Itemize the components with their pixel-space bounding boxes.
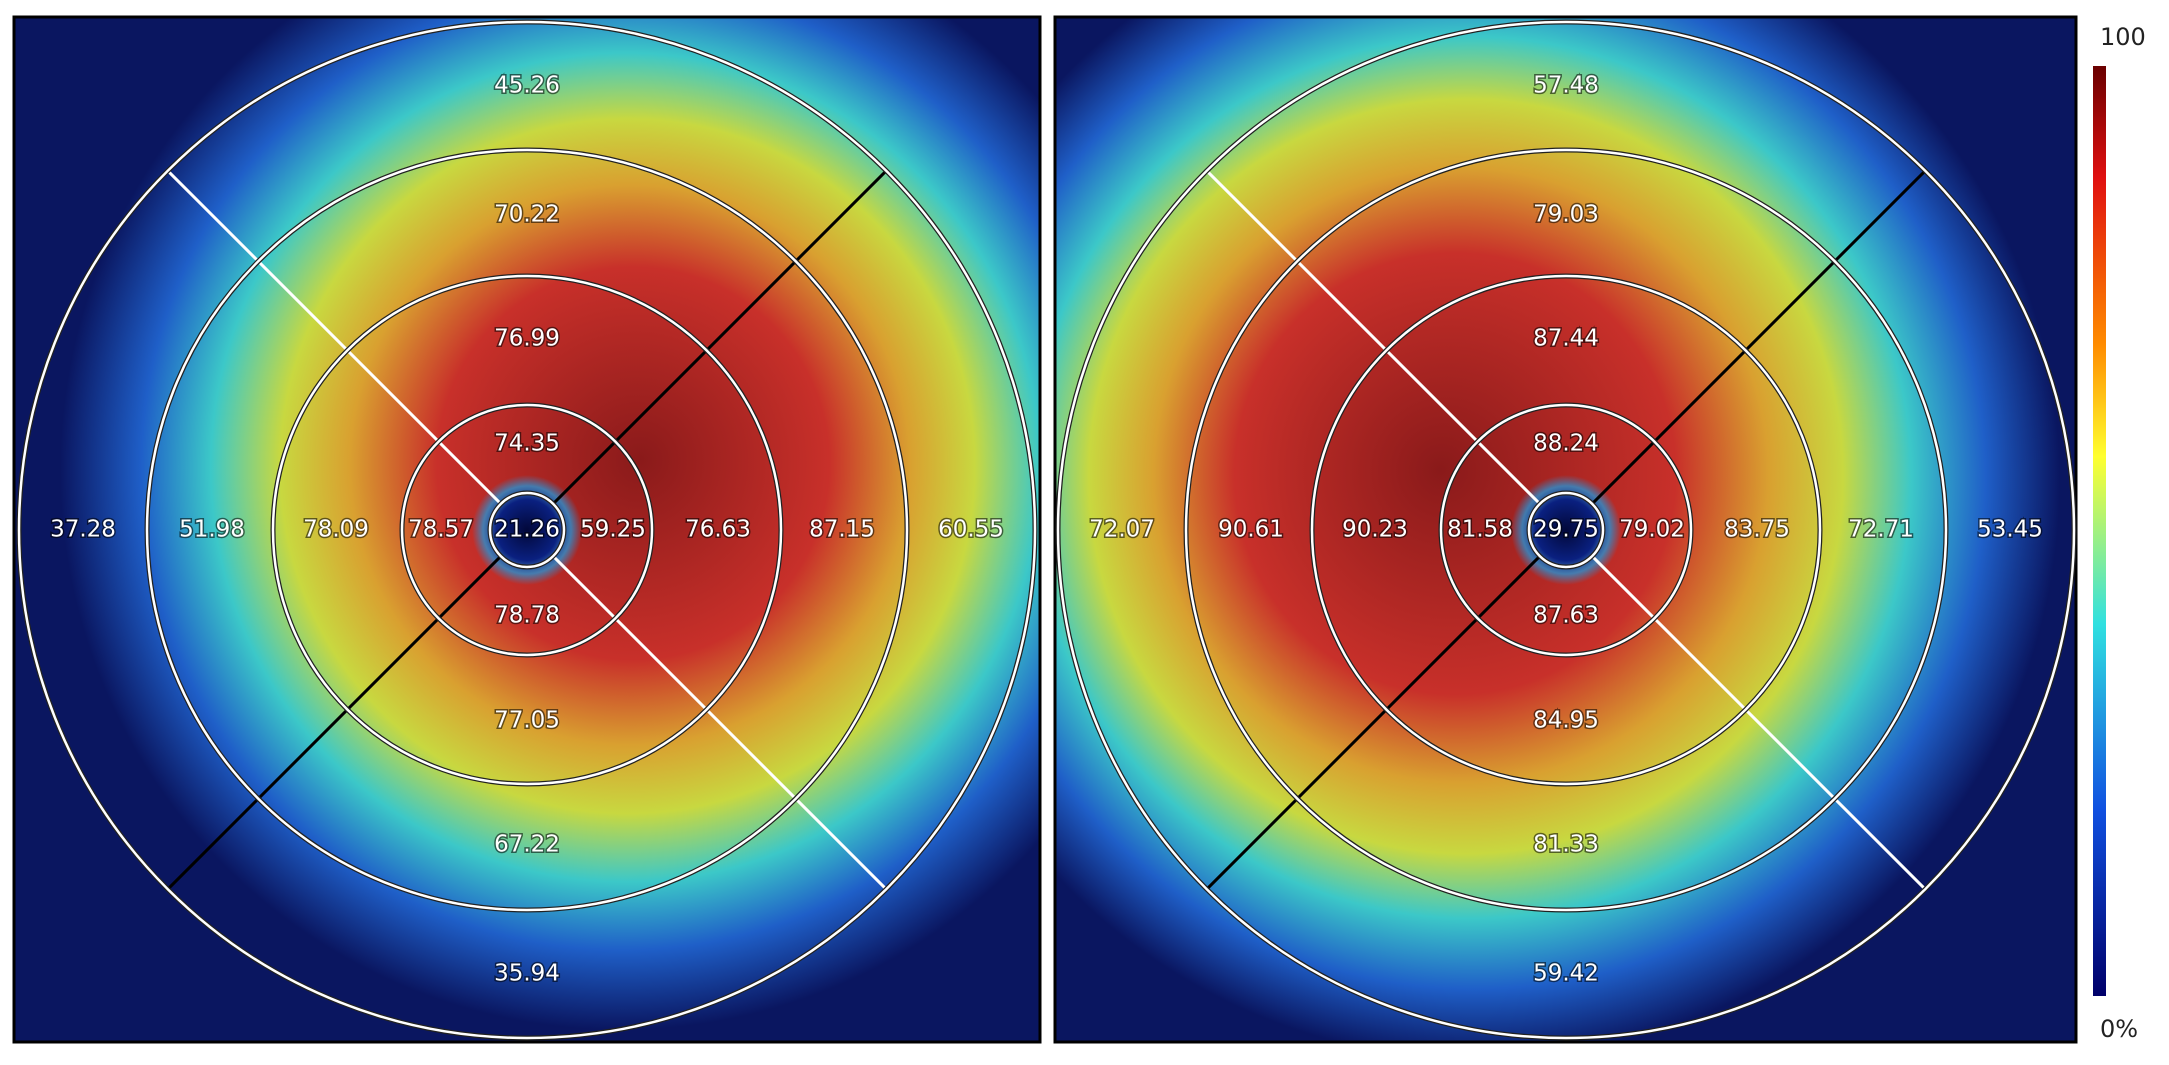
center-value: 21.26 (494, 517, 560, 543)
sector-value: 35.94 (494, 961, 560, 987)
ring (17, 20, 1037, 1040)
sector-line (552, 555, 888, 891)
sector-value: 84.95 (1533, 708, 1599, 734)
ring (1184, 148, 1948, 912)
sector-line (166, 169, 502, 505)
sector-line (1591, 555, 1927, 891)
panel-border (12, 15, 1042, 1044)
sector-value: 81.33 (1533, 832, 1599, 858)
sector-value: 53.45 (1977, 517, 2043, 543)
ring (1527, 491, 1605, 569)
ring (1439, 403, 1693, 657)
ring (400, 403, 654, 657)
colorbar (2093, 66, 2106, 996)
sector-value: 70.22 (494, 202, 560, 228)
sector-value: 78.57 (408, 517, 474, 543)
ring (145, 148, 909, 912)
grid-overlay: 21.26 74.35 76.99 70.22 45.26 78.78 77.05 67.22… (16, 19, 1038, 1041)
sector-value: 76.63 (685, 517, 751, 543)
sector-value: 76.99 (494, 326, 560, 352)
sector-line (1591, 169, 1927, 505)
sector-value: 87.63 (1533, 603, 1599, 629)
sector-value: 87.15 (809, 517, 875, 543)
sector-line (166, 555, 502, 891)
sector-value: 72.71 (1848, 517, 1914, 543)
ring (271, 274, 783, 786)
grid-overlay: 29.75 88.24 87.44 79.03 57.48 87.63 84.95 81.33… (1055, 19, 2077, 1041)
sector-line (1205, 169, 1541, 505)
sector-value: 51.98 (179, 517, 245, 543)
sector-value: 74.35 (494, 431, 560, 457)
sector-line (552, 169, 888, 505)
sector-value: 81.58 (1447, 517, 1513, 543)
colorbar-min: 0% (2100, 1015, 2138, 1043)
sector-value: 79.03 (1533, 202, 1599, 228)
colorbar-max: 100 (2100, 23, 2146, 51)
sector-value: 83.75 (1724, 517, 1790, 543)
sector-value: 78.78 (494, 603, 560, 629)
sector-value: 57.48 (1533, 73, 1599, 99)
sector-value: 37.28 (50, 517, 116, 543)
sector-value: 88.24 (1533, 431, 1599, 457)
center-value: 29.75 (1533, 517, 1599, 543)
sector-value: 59.42 (1533, 961, 1599, 987)
sector-line (1205, 555, 1541, 891)
ring (1056, 20, 2076, 1040)
sector-value: 45.26 (494, 73, 560, 99)
sector-value: 90.23 (1342, 517, 1408, 543)
sector-value: 60.55 (938, 517, 1004, 543)
sector-value: 77.05 (494, 708, 560, 734)
sector-value: 59.25 (580, 517, 646, 543)
sector-value: 72.07 (1089, 517, 1155, 543)
ring (1310, 274, 1822, 786)
sector-value: 78.09 (303, 517, 369, 543)
sector-value: 90.61 (1218, 517, 1284, 543)
sector-value: 79.02 (1619, 517, 1685, 543)
ring (488, 491, 566, 569)
sector-value: 67.22 (494, 832, 560, 858)
sector-value: 87.44 (1533, 326, 1599, 352)
